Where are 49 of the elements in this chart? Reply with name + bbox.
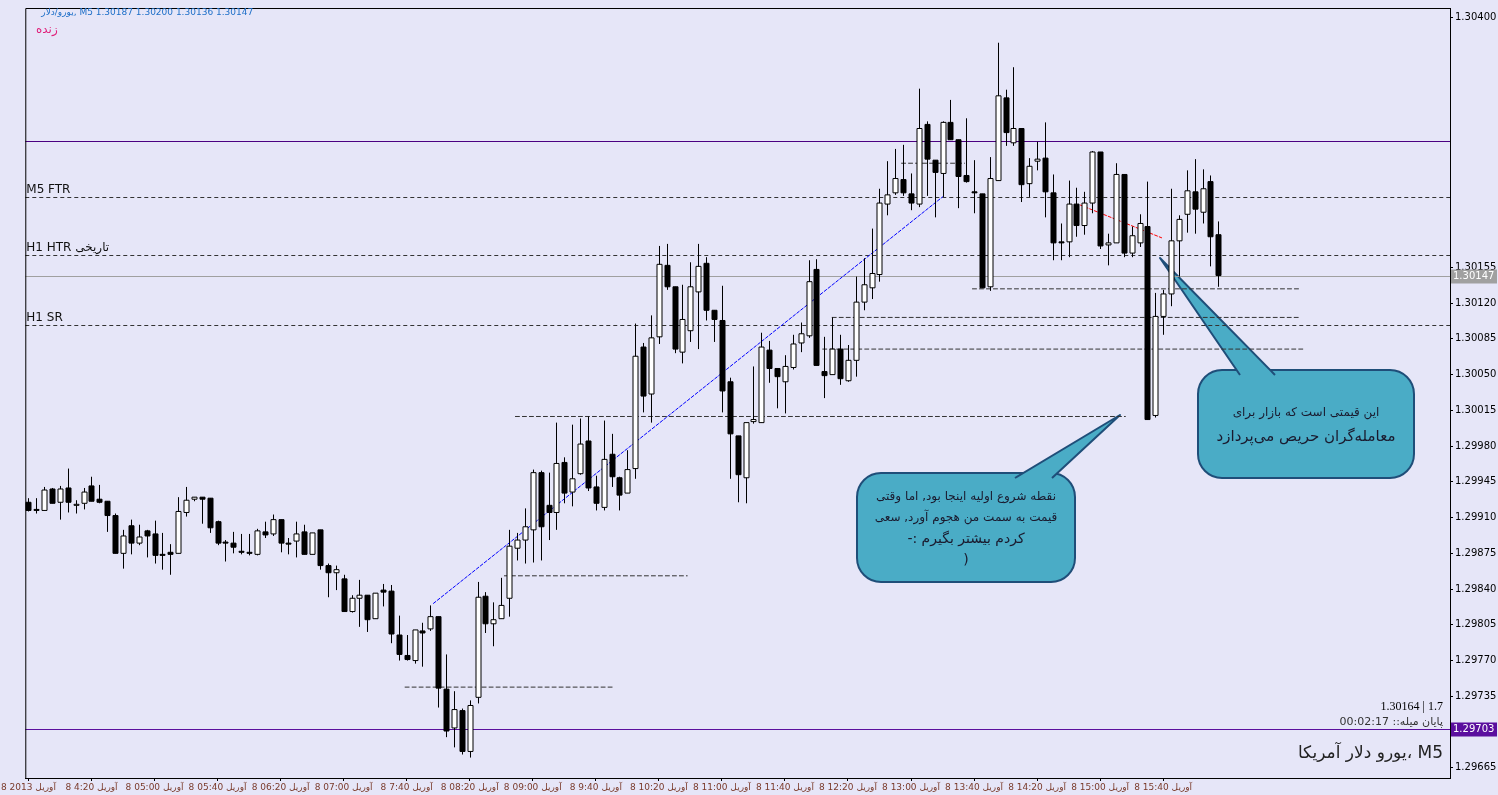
y-tick-label: 1.30015	[1455, 403, 1497, 415]
x-tick-label: 8 آوریل 06:20	[251, 780, 311, 792]
annotation: 1.30164 | 1.7	[1380, 699, 1443, 714]
x-tick-label: 8 آوریل 15:40	[1134, 780, 1193, 792]
x-tick-label: 8 آوریل 11:40	[755, 780, 815, 792]
y-tick-label: 1.29735	[1455, 689, 1497, 701]
x-tick-label: 8 آوریل 13:00	[882, 780, 941, 792]
ref-line-label: H1 HTR تاریخی	[26, 239, 110, 255]
candlestick	[498, 577, 505, 620]
x-tick-label: 8 آوریل 10:20	[629, 780, 689, 792]
x-tick-label: 8 آوریل 12:20	[819, 780, 878, 792]
candlestick	[73, 499, 80, 514]
annotation: پایان میله:: 00:02:17	[1339, 714, 1443, 728]
x-tick-label: 8 آوریل 9:40	[569, 780, 623, 792]
x-tick-label: 8 آوریل 7:40	[380, 780, 434, 792]
x-tick-label: 8 آوریل 14:20	[1008, 780, 1067, 792]
annotation: یورو دلار آمریکا، M5	[1297, 741, 1443, 763]
ref-line-label: M5 FTR	[26, 181, 71, 196]
x-tick-label: 8 آوریل 4:20	[65, 780, 119, 792]
y-tick-label: 1.30120	[1455, 296, 1497, 308]
x-tick-label: 8 آوریل 13:40	[945, 780, 1004, 792]
x-tick-label: 8 آوریل 15:00	[1071, 780, 1130, 792]
x-tick-label: 8 آوریل 09:00	[503, 780, 563, 792]
x-tick-label: 8 آوریل 07:00	[314, 780, 374, 792]
ref-line-label: 1.30147	[1453, 270, 1495, 282]
y-tick-label: 1.29910	[1455, 511, 1497, 523]
y-tick-label: 1.29875	[1455, 546, 1497, 558]
y-tick-label: 1.29770	[1455, 654, 1497, 666]
annotation: زنده	[36, 22, 58, 38]
x-tick-label: 8 آوریل 11:00	[692, 780, 752, 792]
y-tick-label: 1.29980	[1455, 439, 1497, 451]
y-tick-label: 1.30050	[1455, 368, 1497, 380]
candlestick	[971, 159, 978, 214]
annotation: نقطه شروع اولیه اینجا بود, اما وقتی قیمت به سمت من هجوم آورد, سعی کردم بیشتر بگیرم :- (	[874, 487, 1058, 569]
x-tick-label: 8 آوریل 05:00	[125, 780, 184, 792]
x-tick-label: 8 آوریل 08:20	[440, 780, 500, 792]
y-tick-label: 1.30085	[1455, 332, 1497, 344]
y-tick-label: 1.29945	[1455, 475, 1497, 487]
ref-line-label: 1.29703	[1453, 723, 1495, 735]
y-tick-label: 1.29665	[1455, 761, 1497, 773]
x-tick-label: 8 آوریل 2013	[1, 780, 57, 792]
annotation: این قیمتی است که بازار برای معامله‌گران حریص می‌پردازد	[1216, 404, 1396, 448]
y-tick-label: 1.30155	[1455, 260, 1497, 272]
y-tick-label: 1.29840	[1455, 582, 1497, 594]
y-tick-label: 1.30400	[1455, 10, 1497, 22]
x-tick-label: 8 آوریل 05:40	[188, 780, 248, 792]
y-tick-label: 1.29805	[1455, 618, 1497, 630]
ref-line-label: H1 SR	[26, 309, 63, 324]
chart-title: یورو/دلار, M5 1.30187 1.30200 1.30136 1.30147	[40, 7, 254, 18]
